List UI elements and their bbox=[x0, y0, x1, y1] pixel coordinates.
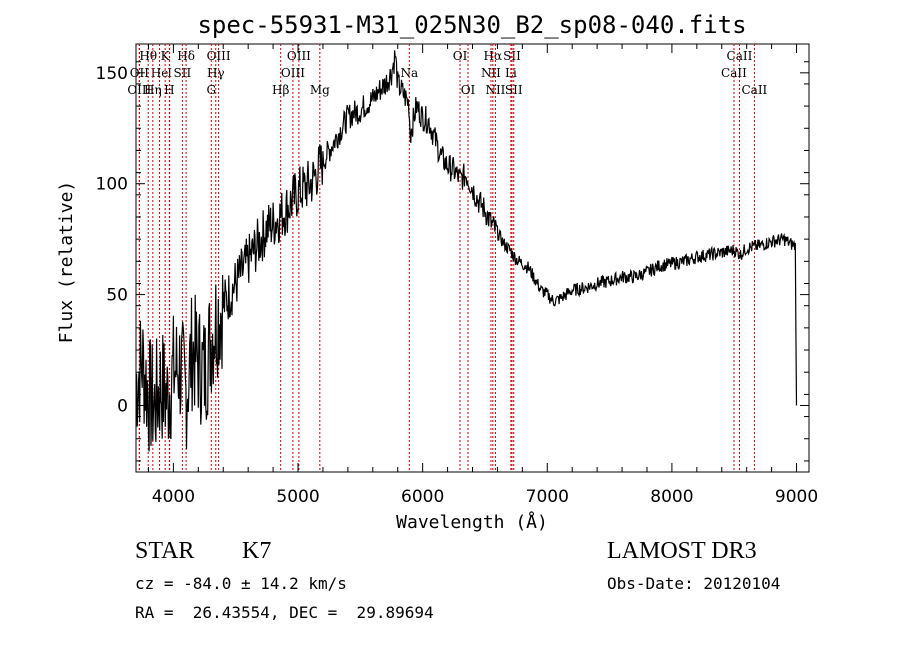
spectral-line-label-5: OI bbox=[453, 49, 468, 63]
redshift-cz: cz = -84.0 ± 14.2 km/s bbox=[135, 574, 347, 593]
y-axis-label: Flux (relative) bbox=[56, 181, 77, 344]
spectral-line-label-26: NII bbox=[485, 83, 505, 97]
spectral-line-label-4: OIII bbox=[287, 49, 311, 63]
spectral-line-label-15: Na bbox=[400, 66, 418, 80]
spectral-line-label-18: CaII bbox=[721, 66, 747, 80]
spectral-line-label-1: K bbox=[161, 49, 171, 63]
spectral-line-label-3: OIII bbox=[207, 49, 231, 63]
survey-name: LAMOST DR3 bbox=[607, 538, 757, 564]
object-class: STAR bbox=[135, 538, 195, 564]
spectral-line-label-16: NII bbox=[481, 66, 501, 80]
spectral-line-label-14: OIII bbox=[281, 66, 305, 80]
spectral-line-label-0: Hθ bbox=[139, 49, 157, 63]
spectrum-chart: spec-55931-M31_025N30_B2_sp08-040.fits H… bbox=[56, 11, 818, 533]
x-axis-label: Wavelength (Å) bbox=[396, 511, 548, 533]
y-tick-label-0: 0 bbox=[117, 396, 128, 416]
spectral-line-label-17: Li bbox=[505, 66, 517, 80]
y-tick-label-1: 50 bbox=[106, 286, 128, 306]
object-subclass: K7 bbox=[242, 538, 272, 564]
spectral-line-label-6: Hα bbox=[484, 49, 503, 63]
x-tick-label-2: 6000 bbox=[401, 487, 444, 507]
spectral-line-label-24: Mg bbox=[310, 83, 330, 97]
spectral-line-label-27: SII bbox=[505, 83, 523, 97]
x-tick-label-3: 7000 bbox=[526, 487, 569, 507]
y-tick-label-3: 150 bbox=[96, 64, 128, 84]
spectral-line-label-10: He bbox=[151, 66, 169, 80]
spectral-line-label-8: CaII bbox=[727, 49, 753, 63]
spectral-line-label-20: Hη bbox=[144, 83, 162, 97]
x-tick-label-4: 8000 bbox=[650, 487, 693, 507]
y-tick-label-2: 100 bbox=[96, 175, 128, 195]
spectral-line-label-13: Hγ bbox=[207, 66, 225, 80]
spectrum-series-line bbox=[135, 50, 798, 452]
spectral-line-label-12: SII bbox=[174, 66, 192, 80]
x-tick-label-5: 9000 bbox=[775, 487, 818, 507]
spectral-line-label-28: CaII bbox=[741, 83, 767, 97]
axis-ticks: 4000 5000 6000 7000 8000 9000 0 50 100 150 bbox=[96, 44, 818, 507]
x-tick-label-1: 5000 bbox=[276, 487, 319, 507]
spectral-line-label-19: OIII bbox=[127, 83, 151, 97]
chart-title: spec-55931-M31_025N30_B2_sp08-040.fits bbox=[197, 11, 746, 39]
plot-frame bbox=[135, 43, 810, 473]
spectral-line-label-25: OI bbox=[461, 83, 476, 97]
spectral-line-label-23: Hβ bbox=[272, 83, 289, 97]
spectral-line-label-22: G bbox=[206, 83, 216, 97]
spectral-line-label-7: SII bbox=[503, 49, 521, 63]
coordinates: RA = 26.43554, DEC = 29.89694 bbox=[135, 603, 434, 622]
x-tick-label-0: 4000 bbox=[152, 487, 195, 507]
spectral-line-label-2: Hδ bbox=[177, 49, 195, 63]
spectral-line-label-21: H bbox=[164, 83, 174, 97]
obs-date: Obs-Date: 20120104 bbox=[607, 574, 781, 593]
